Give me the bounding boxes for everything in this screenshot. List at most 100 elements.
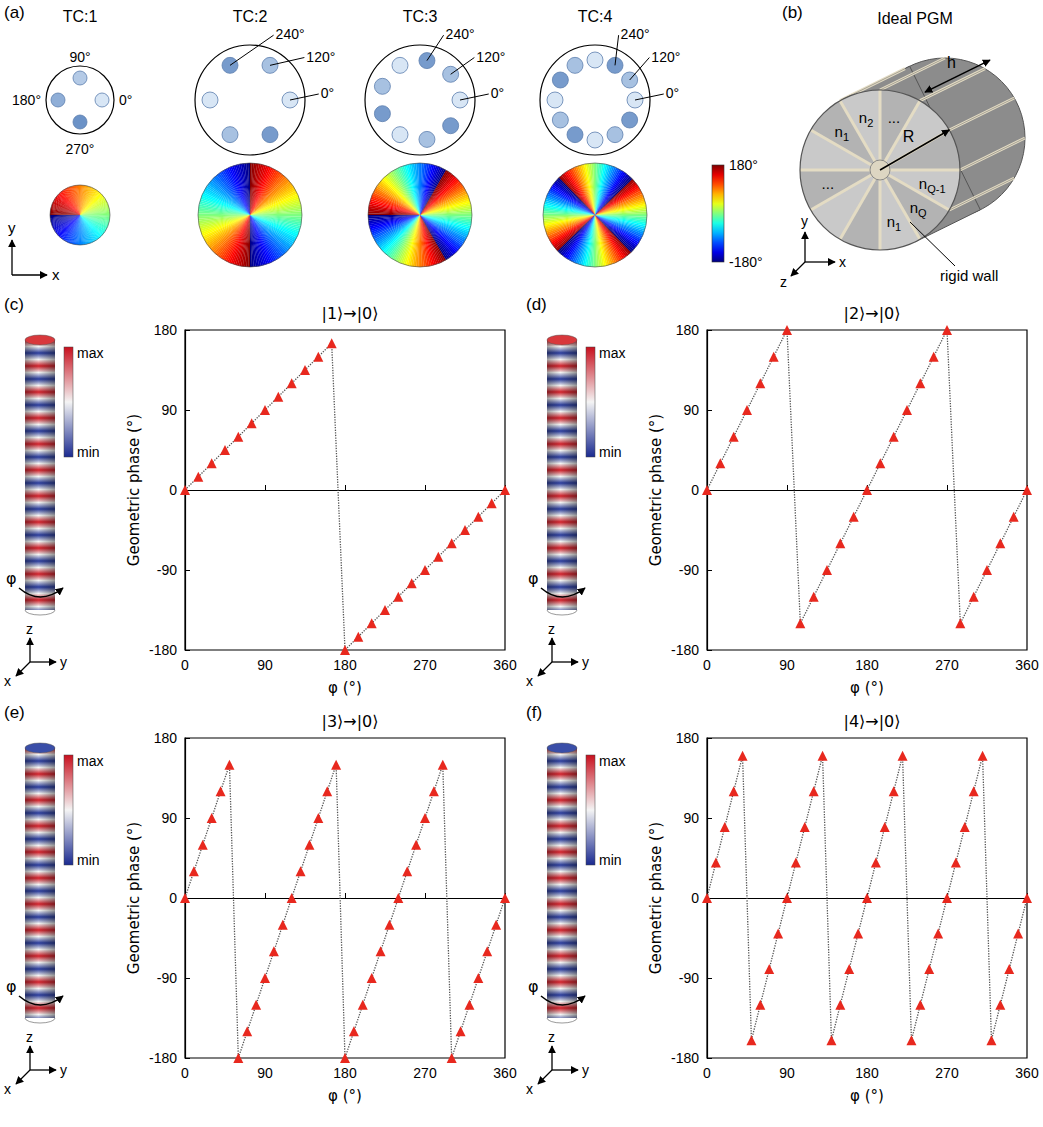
svg-text:z: z (780, 274, 787, 290)
svg-text:(a): (a) (4, 3, 25, 22)
svg-text:0: 0 (181, 1065, 189, 1081)
svg-text:360: 360 (493, 1065, 517, 1081)
svg-text:180: 180 (855, 1065, 879, 1081)
svg-text:TC:3: TC:3 (403, 8, 438, 25)
svg-text:φ (°): φ (°) (328, 679, 362, 697)
svg-text:90: 90 (257, 1065, 273, 1081)
svg-text:0°: 0° (666, 85, 679, 101)
svg-text:180: 180 (333, 657, 357, 673)
svg-text:0: 0 (181, 657, 189, 673)
svg-text:|4⟩→|0⟩: |4⟩→|0⟩ (843, 712, 900, 731)
svg-text:n1: n1 (887, 213, 901, 233)
svg-text:φ: φ (6, 977, 17, 996)
svg-text:|3⟩→|0⟩: |3⟩→|0⟩ (321, 712, 378, 731)
svg-text:90: 90 (779, 1065, 795, 1081)
svg-text:min: min (599, 444, 622, 460)
svg-text:0: 0 (691, 482, 699, 498)
svg-text:φ (°): φ (°) (850, 1087, 884, 1105)
svg-text:max: max (599, 345, 625, 361)
svg-text:y: y (801, 213, 808, 229)
svg-text:0°: 0° (491, 85, 504, 101)
svg-text:90: 90 (257, 657, 273, 673)
svg-text:Geometric phase (°): Geometric phase (°) (125, 414, 143, 566)
svg-text:-90: -90 (679, 562, 699, 578)
svg-text:180: 180 (676, 322, 700, 338)
svg-text:180°: 180° (12, 92, 41, 108)
svg-text:nQ: nQ (910, 199, 927, 219)
svg-text:-180: -180 (671, 642, 699, 658)
svg-text:0: 0 (703, 1065, 711, 1081)
svg-text:max: max (77, 753, 103, 769)
svg-text:φ (°): φ (°) (328, 1087, 362, 1105)
svg-text:nQ-1: nQ-1 (919, 175, 946, 195)
svg-text:-90: -90 (157, 970, 177, 986)
svg-text:-90: -90 (157, 562, 177, 578)
svg-text:(f): (f) (526, 703, 542, 722)
svg-text:180: 180 (676, 730, 700, 746)
svg-text:360: 360 (1015, 1065, 1039, 1081)
svg-text:(d): (d) (526, 295, 547, 314)
svg-text:120°: 120° (651, 49, 680, 65)
svg-text:90: 90 (683, 402, 699, 418)
svg-text:φ: φ (528, 569, 539, 588)
svg-text:-180: -180 (671, 1050, 699, 1066)
svg-text:min: min (599, 852, 622, 868)
svg-text:240°: 240° (446, 26, 475, 42)
svg-text:...: ... (822, 175, 835, 192)
svg-text:180: 180 (333, 1065, 357, 1081)
svg-text:0: 0 (691, 890, 699, 906)
svg-text:z: z (548, 1029, 555, 1045)
svg-text:90: 90 (161, 402, 177, 418)
svg-text:-90: -90 (679, 970, 699, 986)
svg-text:φ (°): φ (°) (850, 679, 884, 697)
svg-text:z: z (548, 621, 555, 637)
svg-text:|1⟩→|0⟩: |1⟩→|0⟩ (321, 304, 378, 323)
svg-text:360: 360 (493, 657, 517, 673)
svg-text:270: 270 (935, 1065, 959, 1081)
svg-text:z: z (26, 621, 33, 637)
svg-text:z: z (26, 1029, 33, 1045)
svg-text:y: y (60, 654, 67, 670)
svg-text:y: y (60, 1062, 67, 1078)
svg-text:270: 270 (935, 657, 959, 673)
svg-text:rigid wall: rigid wall (940, 267, 998, 284)
svg-text:90°: 90° (69, 49, 90, 65)
svg-text:120°: 120° (476, 49, 505, 65)
svg-text:Geometric phase (°): Geometric phase (°) (647, 822, 665, 974)
svg-text:Ideal PGM: Ideal PGM (877, 10, 953, 27)
svg-text:x: x (52, 266, 60, 283)
svg-text:y: y (8, 219, 16, 236)
svg-text:x: x (526, 1081, 533, 1097)
svg-text:0: 0 (703, 657, 711, 673)
svg-text:min: min (77, 852, 100, 868)
svg-text:0°: 0° (321, 85, 334, 101)
svg-text:180°: 180° (729, 157, 758, 173)
svg-text:n1: n1 (835, 123, 849, 143)
svg-text:(e): (e) (4, 703, 25, 722)
svg-text:270°: 270° (66, 141, 95, 157)
svg-text:(b): (b) (782, 3, 803, 22)
svg-text:-180°: -180° (729, 254, 763, 270)
svg-text:180: 180 (154, 322, 178, 338)
svg-text:180: 180 (855, 657, 879, 673)
svg-text:min: min (77, 444, 100, 460)
svg-text:270: 270 (413, 1065, 437, 1081)
svg-text:0: 0 (169, 890, 177, 906)
svg-text:240°: 240° (621, 26, 650, 42)
svg-text:120°: 120° (306, 49, 335, 65)
svg-text:0: 0 (169, 482, 177, 498)
svg-text:n2: n2 (859, 109, 873, 129)
svg-text:240°: 240° (276, 26, 305, 42)
svg-text:Geometric phase (°): Geometric phase (°) (125, 822, 143, 974)
svg-text:...: ... (888, 109, 901, 126)
svg-text:90: 90 (161, 810, 177, 826)
svg-text:R: R (903, 128, 915, 145)
svg-text:180: 180 (154, 730, 178, 746)
svg-text:h: h (947, 54, 956, 71)
svg-text:0°: 0° (119, 92, 132, 108)
svg-text:360: 360 (1015, 657, 1039, 673)
svg-text:φ: φ (6, 569, 17, 588)
svg-text:x: x (839, 254, 846, 270)
svg-text:y: y (582, 1062, 589, 1078)
svg-text:|2⟩→|0⟩: |2⟩→|0⟩ (843, 304, 900, 323)
